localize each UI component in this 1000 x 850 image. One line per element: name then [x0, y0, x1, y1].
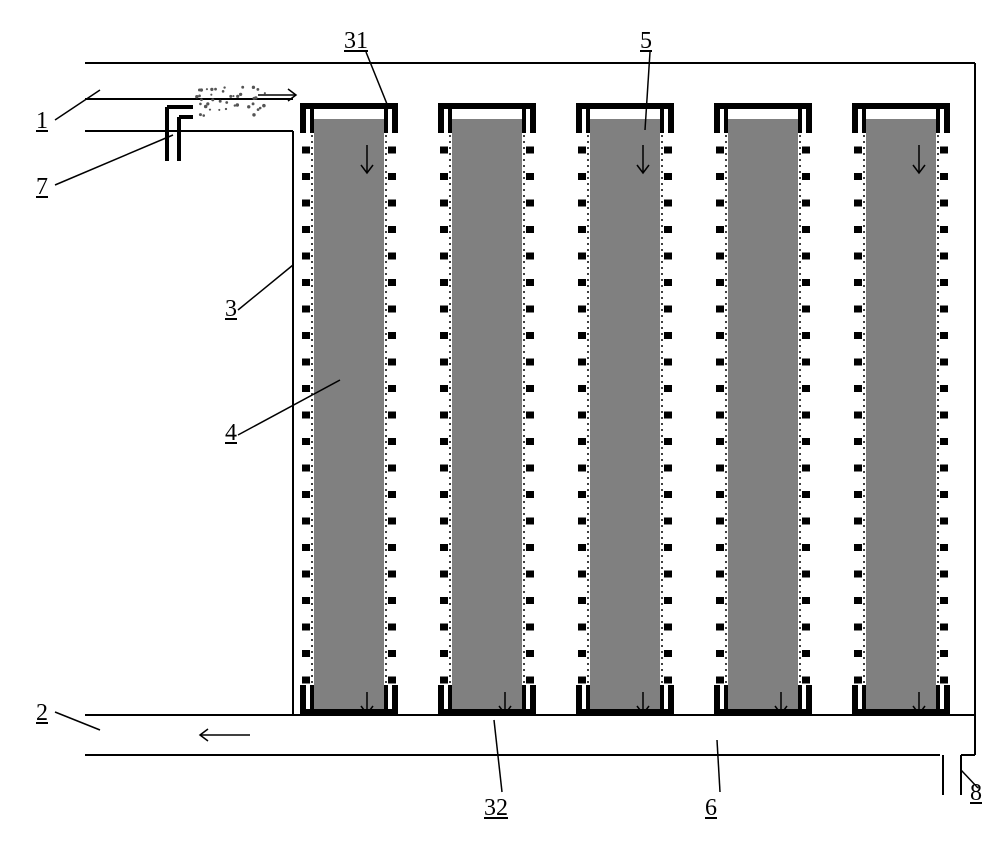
label-32: 32 — [484, 795, 508, 822]
diagram-canvas: 31 5 1 7 3 4 2 32 6 8 — [0, 0, 1000, 850]
label-3: 3 — [225, 296, 237, 323]
label-4: 4 — [225, 420, 237, 447]
label-7: 7 — [36, 174, 48, 201]
label-5: 5 — [640, 28, 652, 55]
label-2: 2 — [36, 700, 48, 727]
label-31: 31 — [344, 28, 368, 55]
label-1: 1 — [36, 108, 48, 135]
label-8: 8 — [970, 780, 982, 807]
label-6: 6 — [705, 795, 717, 822]
